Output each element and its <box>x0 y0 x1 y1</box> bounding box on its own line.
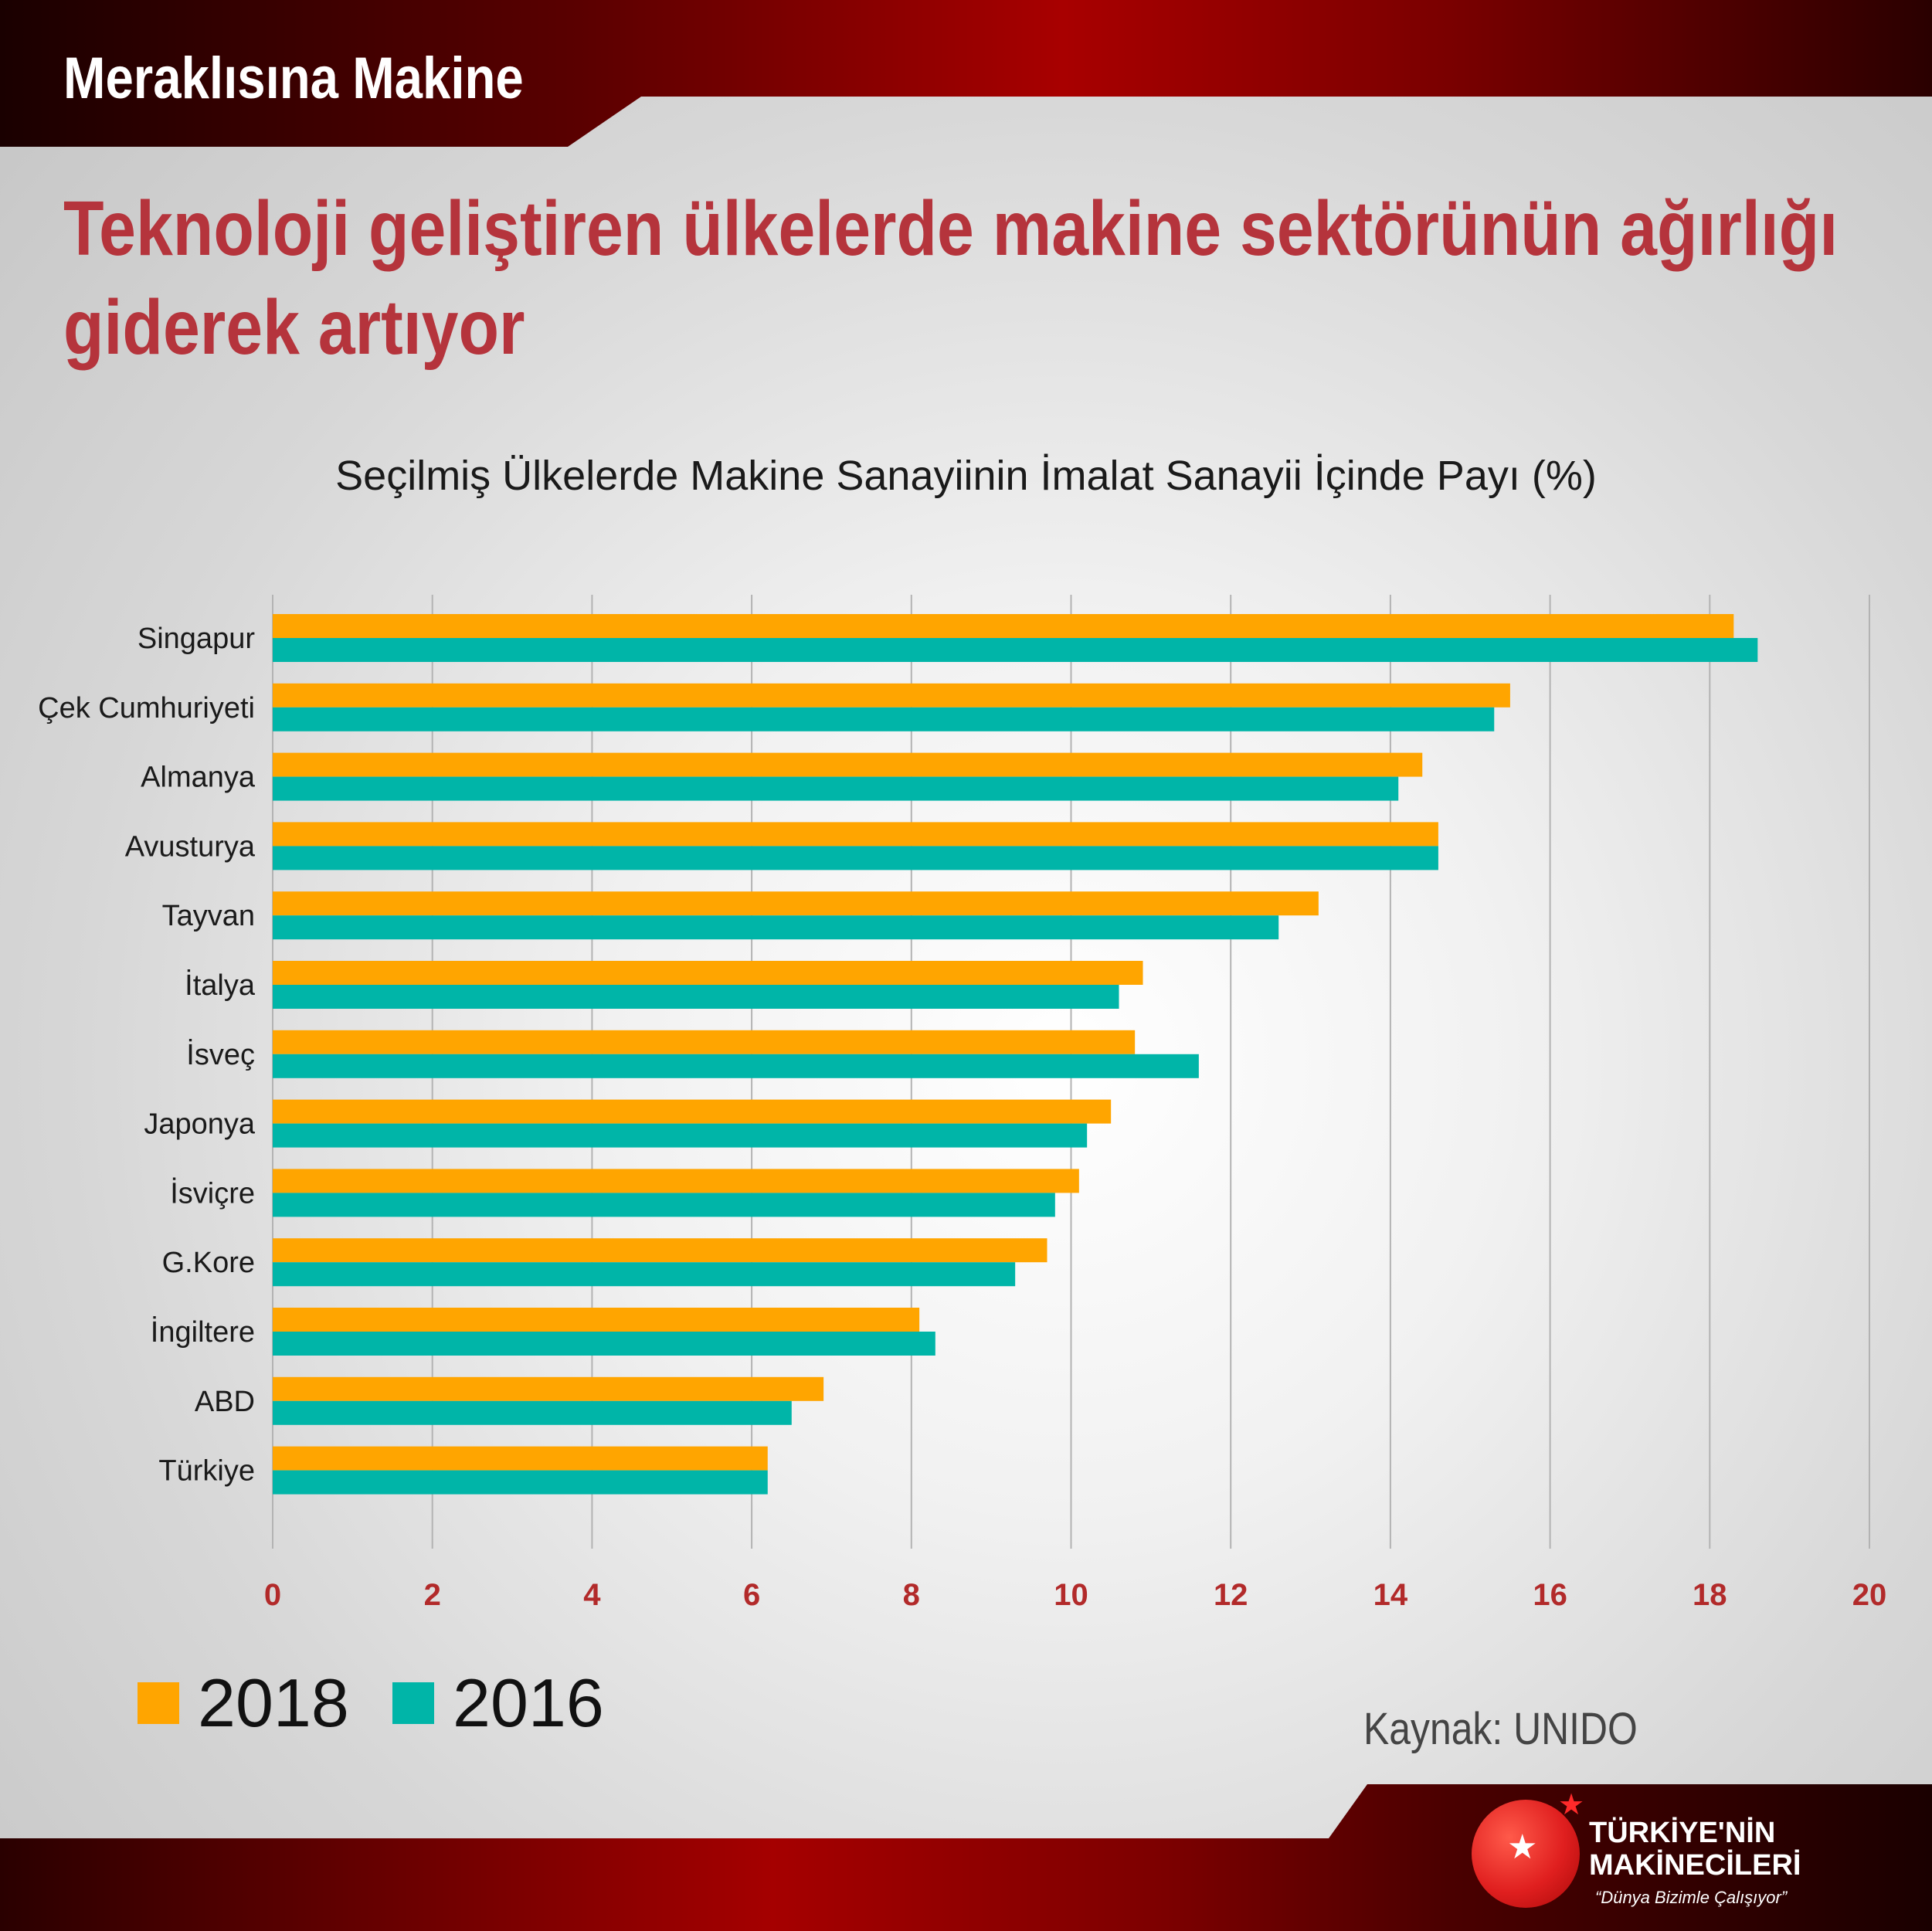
bar-2018-5 <box>273 891 1319 916</box>
x-tick-label: 8 <box>903 1578 920 1612</box>
category-label: ABD <box>195 1386 255 1418</box>
bar-2018-10 <box>273 1238 1047 1263</box>
category-label: Japonya <box>144 1108 256 1141</box>
bar-2016-9 <box>273 1193 1055 1217</box>
category-label: İngiltere <box>151 1315 255 1349</box>
category-label: Tayvan <box>162 900 255 932</box>
bar-2016-5 <box>273 915 1279 940</box>
headline-line-1: Teknoloji geliştiren ülkelerde makine se… <box>63 185 1839 272</box>
x-tick-label: 12 <box>1214 1578 1248 1612</box>
bar-2018-2 <box>273 683 1510 708</box>
x-tick-label: 14 <box>1373 1578 1408 1612</box>
star-icon: ★ <box>1558 1789 1585 1821</box>
bar-2016-3 <box>273 776 1399 801</box>
x-tick-label: 18 <box>1693 1578 1727 1612</box>
x-tick-label: 4 <box>583 1578 601 1612</box>
legend-label-2016: 2016 <box>453 1665 604 1741</box>
x-tick-label: 2 <box>424 1578 441 1612</box>
bar-2018-13 <box>273 1446 768 1471</box>
source-note: Kaynak: UNIDO <box>1363 1704 1638 1754</box>
bar-2018-6 <box>273 961 1143 985</box>
bar-2018-4 <box>273 822 1438 847</box>
logo-text-line-1: TÜRKİYE'NİN <box>1589 1817 1776 1849</box>
bar-2016-12 <box>273 1400 792 1425</box>
bar-2016-7 <box>273 1054 1199 1078</box>
category-label: G.Kore <box>162 1247 255 1279</box>
bar-2018-7 <box>273 1030 1136 1054</box>
x-tick-label: 16 <box>1533 1578 1567 1612</box>
bar-2016-8 <box>273 1123 1088 1148</box>
category-label: Türkiye <box>158 1455 255 1488</box>
logo-text-line-2: MAKİNECİLERİ <box>1589 1849 1801 1882</box>
category-label: İtalya <box>185 969 256 1002</box>
bar-2016-10 <box>273 1262 1016 1287</box>
bar-2016-13 <box>273 1470 768 1495</box>
bar-2018-12 <box>273 1376 824 1401</box>
bar-2018-3 <box>273 752 1423 777</box>
x-tick-label: 6 <box>743 1578 760 1612</box>
bar-2018-8 <box>273 1099 1112 1124</box>
bar-2016-11 <box>273 1332 935 1356</box>
x-tick-label: 0 <box>264 1578 281 1612</box>
legend-swatch-2016 <box>392 1682 434 1724</box>
legend-label-2018: 2018 <box>198 1665 349 1741</box>
category-label: Singapur <box>138 623 255 655</box>
logo-circle: ★ <box>1472 1800 1580 1908</box>
headline-line-2: giderek artıyor <box>63 284 525 371</box>
logo-tagline: “Dünya Bizimle Çalışıyor” <box>1595 1888 1788 1907</box>
chart-title: Seçilmiş Ülkelerde Makine Sanayiinin İma… <box>335 453 1597 499</box>
category-label: Çek Cumhuriyeti <box>38 692 255 725</box>
bar-2018-9 <box>273 1169 1079 1193</box>
category-label: İsveç <box>186 1038 255 1071</box>
legend-swatch-2018 <box>138 1682 179 1724</box>
category-label: Almanya <box>141 762 256 794</box>
bar-2016-2 <box>273 707 1495 731</box>
bar-2018-11 <box>273 1308 920 1332</box>
brand-logo: ★ ★ TÜRKİYE'NİN MAKİNECİLERİ “Dünya Bizi… <box>1472 1790 1920 1923</box>
star-icon: ★ <box>1507 1828 1538 1866</box>
category-label: İsviçre <box>170 1176 255 1210</box>
bar-2016-4 <box>273 846 1438 870</box>
bar-2018-1 <box>273 614 1734 638</box>
category-label: Avusturya <box>125 830 256 863</box>
brand-title: Meraklısına Makine <box>63 46 524 111</box>
bar-2016-1 <box>273 638 1758 662</box>
x-tick-label: 20 <box>1852 1578 1887 1612</box>
headline: Teknoloji geliştiren ülkelerde makine se… <box>63 179 1857 377</box>
bar-2016-6 <box>273 985 1119 1009</box>
x-tick-label: 10 <box>1054 1578 1088 1612</box>
